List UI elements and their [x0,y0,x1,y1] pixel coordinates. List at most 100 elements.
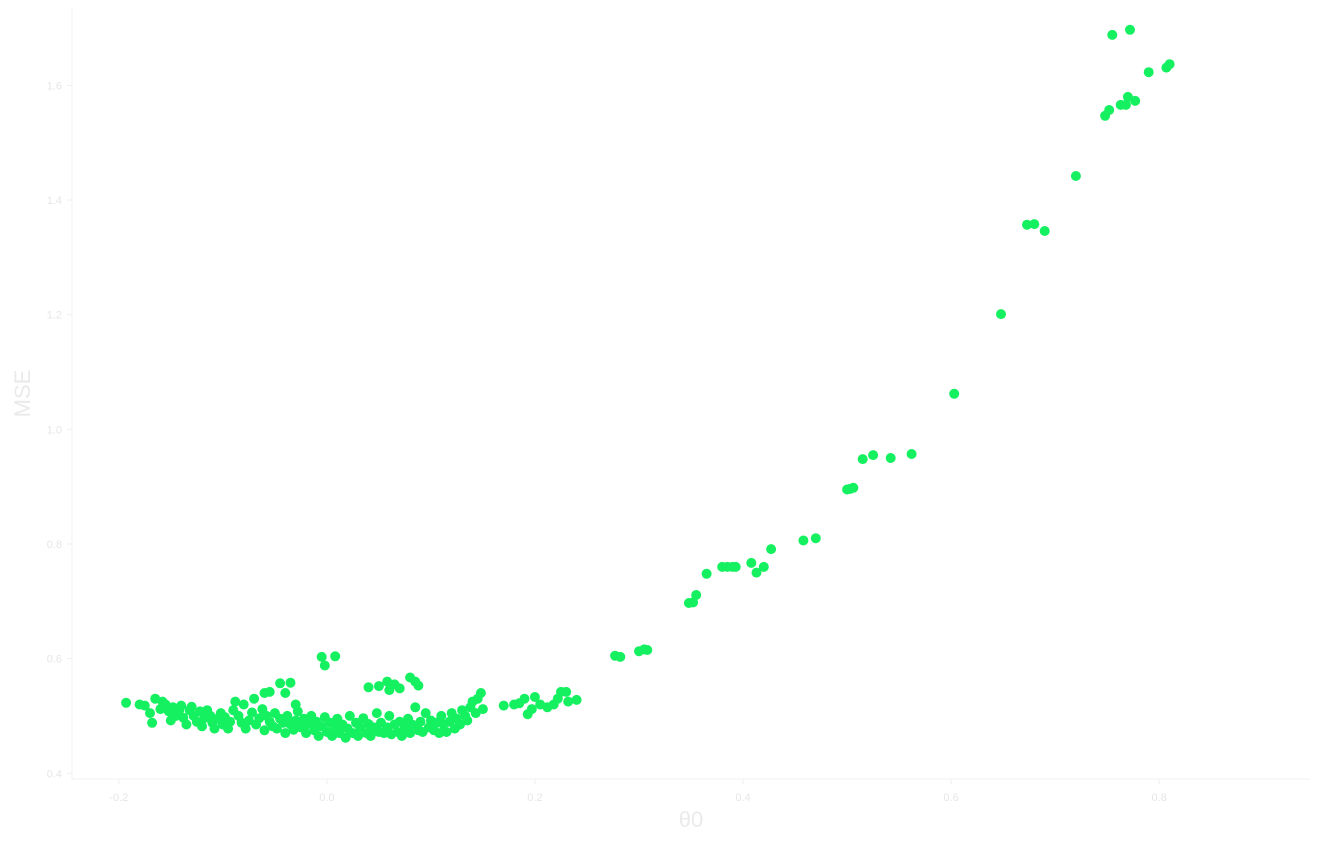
y-tick-label: 1.6 [47,80,62,92]
data-point [280,688,291,698]
data-point [413,680,424,691]
data-point [498,700,509,711]
data-point [240,723,251,734]
data-point [906,449,917,459]
data-point [436,710,447,721]
data-point [147,717,158,728]
data-point [396,731,407,741]
data-point [758,561,769,572]
data-point [290,699,301,710]
y-tick-label: 0.6 [47,654,62,666]
data-point [230,696,241,707]
data-point [264,686,275,697]
data-point [441,727,452,737]
data-point [247,707,257,718]
data-point [121,697,132,708]
data-point [730,561,741,572]
data-point [798,535,809,546]
data-point [455,719,465,730]
data-point [139,700,150,711]
data-point [176,700,187,711]
data-point [290,715,301,726]
data-point [519,693,530,704]
data-point [857,454,868,465]
axes: -0.2 0.0 0.2 0.4 0.6 0.8 0.4 0.6 0.8 1.0 1.2 1.4 1.… [47,8,1310,804]
data-point [563,696,574,707]
data-point [1130,95,1141,106]
data-point [371,708,382,719]
x-tick-label: 0.0 [319,792,334,804]
data-point [420,708,431,719]
y-tick-label: 0.4 [47,768,62,780]
data-point [691,590,702,600]
data-point [571,694,582,705]
data-point [1120,99,1131,110]
x-tick-label: 0.4 [735,792,750,804]
data-point [1070,171,1081,181]
x-tick-label: -0.2 [109,792,128,804]
data-point [868,450,879,461]
data-point [303,719,314,729]
data-point [561,686,572,697]
data-point [615,651,626,662]
data-point [353,731,364,741]
x-axis-ticks: -0.2 0.0 0.2 0.4 0.6 0.8 [109,779,1167,804]
data-point [181,719,192,730]
data-point [316,651,327,662]
data-point [340,732,351,743]
data-point [810,533,821,544]
data-point [282,710,293,721]
data-point [384,710,395,721]
y-axis-title: MSE [10,370,35,418]
data-point [271,723,282,734]
y-axis-ticks: 0.4 0.6 0.8 1.0 1.2 1.4 1.6 [47,80,72,780]
data-point [197,721,207,732]
data-point [145,708,155,719]
x-tick-label: 0.8 [1152,792,1167,804]
data-point [529,692,540,702]
data-point [330,651,341,662]
y-tick-label: 0.8 [47,539,62,551]
data-point [1029,219,1040,230]
data-point [848,482,859,493]
x-axis-title: θ0 [679,807,703,832]
data-point [475,688,486,698]
data-point [410,702,421,713]
data-point [319,660,330,671]
data-point [363,682,374,693]
data-point [885,453,896,463]
data-point [275,678,286,689]
data-point [746,557,757,568]
data-point [186,701,197,712]
data-point [259,725,270,736]
data-point [405,728,416,739]
data-point [1122,91,1133,102]
data-point [642,645,653,655]
data-point [285,677,296,688]
data-point [526,704,537,715]
data-point [365,731,376,741]
data-point [280,728,291,739]
data-point [249,693,260,704]
data-point [301,728,312,739]
data-point [1022,219,1032,230]
data-point [996,309,1006,320]
data-point [1039,226,1050,236]
data-point [373,681,384,692]
data-point [394,683,405,694]
x-tick-label: 0.6 [943,792,958,804]
data-point [766,544,777,555]
data-point [313,731,324,741]
data-point [751,567,762,578]
data-point [1104,105,1115,115]
data-point [701,568,712,579]
data-point [462,715,473,726]
x-tick-label: 0.2 [527,792,542,804]
y-tick-label: 1.2 [47,310,62,322]
data-point [209,723,220,734]
data-point [1107,29,1118,40]
data-point [415,716,426,727]
data-point [1164,59,1175,70]
data-point [225,716,236,727]
